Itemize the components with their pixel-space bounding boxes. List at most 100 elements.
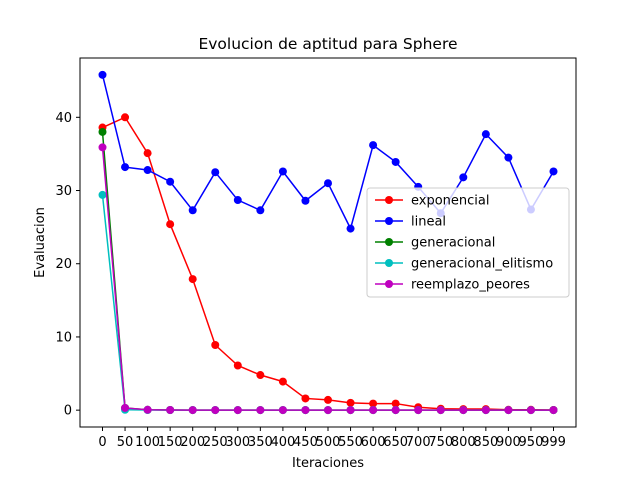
data-point (391, 406, 400, 415)
data-point (98, 143, 107, 152)
data-point (166, 177, 175, 186)
x-tick-label: 250 (203, 435, 228, 450)
data-point (436, 406, 445, 415)
x-tick-label: 900 (496, 435, 521, 450)
x-tick-label: 200 (180, 435, 205, 450)
legend-item: lineal (375, 215, 446, 230)
x-tick-label: 550 (338, 435, 363, 450)
legend-label: lineal (411, 215, 446, 230)
x-tick-label: 800 (451, 435, 476, 450)
legend-label: generacional_elitismo (411, 257, 553, 272)
data-point (324, 179, 332, 188)
plot-area (98, 70, 558, 415)
data-point (346, 398, 355, 407)
data-point (278, 167, 287, 176)
legend-item: generacional (375, 236, 495, 251)
data-point (481, 130, 490, 139)
data-point (301, 406, 310, 415)
data-point (324, 406, 332, 415)
x-axis: 0 50 1001502002503003504004505005506006507… (98, 427, 566, 450)
data-point (211, 168, 220, 177)
legend-item: generacional_elitismo (375, 257, 553, 272)
x-tick-label: 750 (428, 435, 453, 450)
legend-label: generacional (411, 236, 495, 251)
data-point (324, 395, 332, 404)
data-point (301, 394, 310, 403)
legend-item: exponencial (375, 194, 489, 209)
data-point (256, 206, 265, 215)
x-tick-label: 400 (270, 435, 295, 450)
data-point (278, 377, 287, 386)
x-tick-label: 0 (98, 435, 106, 450)
x-tick-label: 100 (135, 435, 160, 450)
data-point (346, 224, 355, 233)
legend-label: reemplazo_peores (411, 278, 530, 293)
data-point (188, 406, 197, 415)
data-point (166, 406, 175, 415)
x-tick-label: 50 (117, 435, 134, 450)
data-point (143, 405, 152, 414)
data-point (301, 196, 310, 205)
series-reemplazo-peores (98, 143, 558, 415)
legend-marker (385, 196, 393, 204)
data-point (414, 406, 423, 415)
x-tick-label: 500 (316, 435, 341, 450)
legend-label: exponencial (411, 194, 489, 209)
data-point (549, 406, 558, 415)
y-tick-label: 0 (64, 404, 72, 419)
legend: exponencial lineal generacional generaciona… (366, 187, 570, 298)
x-tick-label: 950 (519, 435, 544, 450)
data-point (504, 406, 513, 415)
data-point (233, 361, 242, 370)
legend-marker (385, 259, 393, 267)
data-point (188, 206, 197, 215)
data-point (391, 399, 400, 408)
data-point (166, 220, 175, 229)
y-axis: 0 10 20 30 40 (55, 111, 80, 419)
data-point (526, 406, 535, 415)
x-tick-label: 450 (293, 435, 318, 450)
data-point (98, 127, 107, 136)
data-point (121, 403, 130, 412)
data-point (143, 166, 152, 175)
data-point (549, 167, 558, 176)
y-axis-title: Evaluacion (33, 207, 48, 278)
data-point (459, 173, 468, 182)
y-tick-label: 30 (55, 184, 72, 199)
x-tick-label: 650 (383, 435, 408, 450)
x-tick-label: 999 (541, 435, 566, 450)
data-point (459, 406, 468, 415)
data-point (369, 399, 378, 408)
y-tick-label: 20 (55, 257, 72, 272)
data-point (256, 371, 265, 380)
x-tick-label: 300 (225, 435, 250, 450)
data-point (369, 406, 378, 415)
data-point (504, 153, 513, 162)
data-point (98, 190, 107, 199)
data-point (391, 157, 400, 166)
x-tick-label: 150 (158, 435, 183, 450)
data-point (188, 275, 197, 284)
legend-marker (385, 238, 393, 246)
data-point (121, 163, 130, 172)
data-point (369, 141, 378, 150)
y-tick-label: 40 (55, 111, 72, 126)
chart-title: Evolucion de aptitud para Sphere (198, 35, 457, 53)
data-point (211, 341, 220, 349)
data-point (481, 406, 490, 415)
legend-item: reemplazo_peores (375, 278, 530, 293)
x-tick-label: 700 (406, 435, 431, 450)
x-tick-label: 850 (473, 435, 498, 450)
data-point (346, 406, 355, 415)
y-tick-label: 10 (55, 330, 72, 345)
data-point (278, 406, 287, 415)
data-point (121, 113, 130, 122)
data-point (233, 196, 242, 205)
legend-marker (385, 280, 393, 288)
data-point (143, 149, 152, 158)
legend-box (366, 187, 570, 298)
data-point (98, 70, 107, 79)
data-point (211, 406, 220, 415)
legend-marker (385, 217, 393, 225)
